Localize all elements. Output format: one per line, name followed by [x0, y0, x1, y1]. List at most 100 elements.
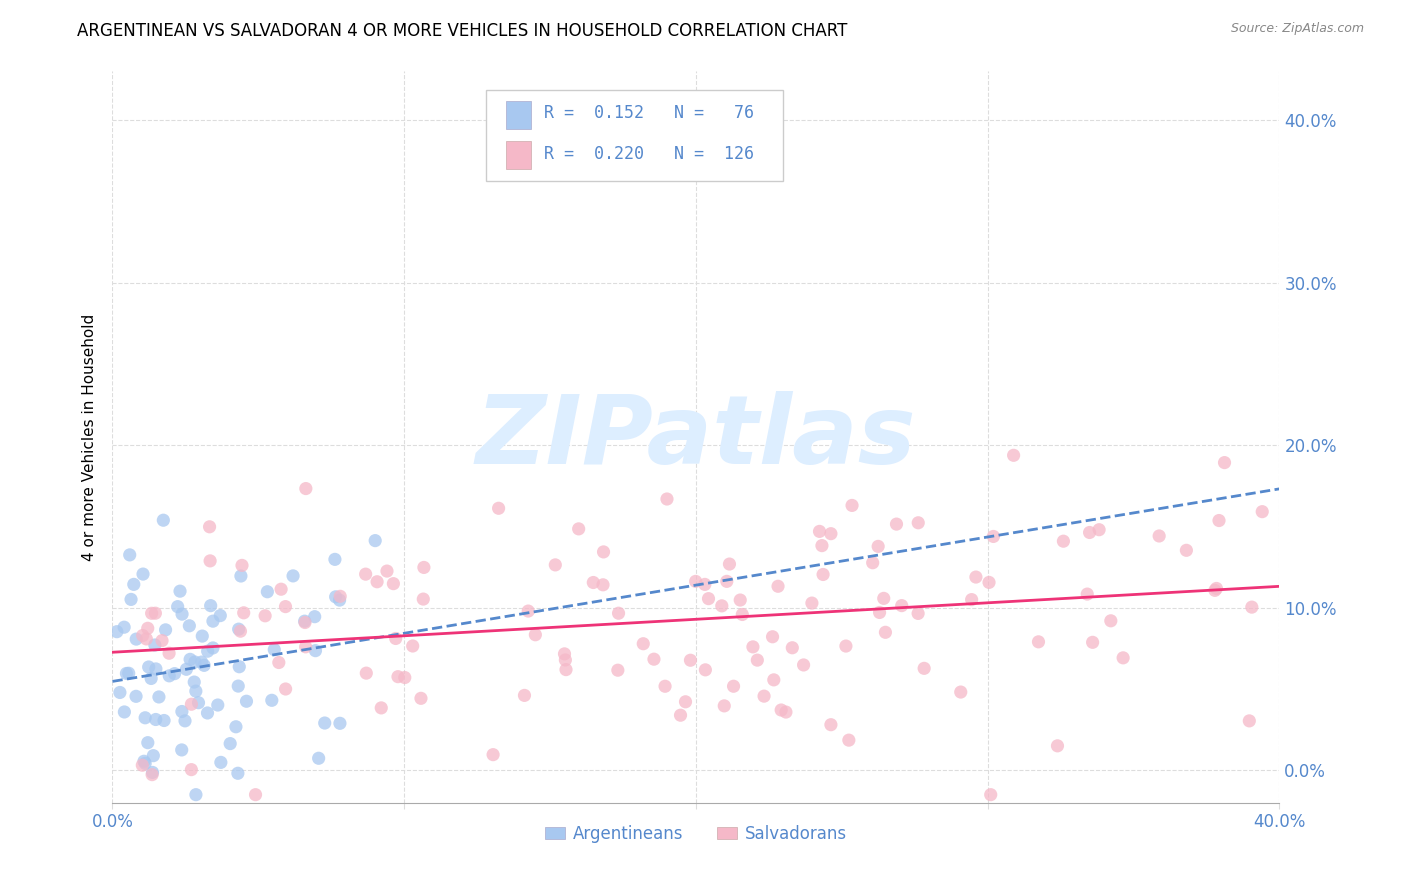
Point — [152, 513, 174, 527]
Point — [225, 720, 247, 734]
Point — [375, 564, 398, 578]
Point — [232, 606, 254, 620]
Point — [329, 716, 352, 731]
Point — [907, 516, 929, 530]
Point — [304, 609, 326, 624]
Point — [229, 624, 252, 639]
Point — [607, 606, 630, 620]
Point — [141, 607, 163, 621]
Point — [482, 747, 505, 762]
Point — [679, 653, 702, 667]
Point — [524, 628, 547, 642]
Point — [1081, 635, 1104, 649]
Point — [142, 748, 165, 763]
Point — [370, 701, 392, 715]
Point — [176, 662, 198, 676]
Point — [710, 599, 733, 613]
Point — [170, 607, 193, 621]
Point — [136, 736, 159, 750]
Point — [544, 558, 567, 572]
Point — [183, 675, 205, 690]
Point — [143, 638, 166, 652]
Point — [122, 577, 145, 591]
Point — [592, 578, 614, 592]
Point — [120, 592, 142, 607]
Point — [274, 599, 297, 614]
Point — [402, 639, 425, 653]
Point — [145, 713, 167, 727]
Point — [716, 574, 738, 589]
Point — [1213, 456, 1236, 470]
Point — [190, 655, 212, 669]
Bar — [506, 101, 531, 128]
Point — [132, 567, 155, 582]
Point — [1076, 587, 1098, 601]
Point — [387, 670, 409, 684]
Point — [141, 672, 163, 686]
Point — [1028, 635, 1050, 649]
Point — [136, 621, 159, 635]
Point — [274, 681, 297, 696]
Point — [1205, 582, 1227, 596]
Point — [209, 608, 232, 623]
Point — [912, 661, 935, 675]
Point — [1240, 600, 1263, 615]
Point — [354, 567, 377, 582]
Point — [752, 689, 775, 703]
Point — [325, 590, 347, 604]
Point — [235, 694, 257, 708]
Point — [270, 582, 292, 597]
Point — [793, 657, 815, 672]
Point — [174, 714, 197, 728]
Point — [184, 655, 207, 669]
Text: Source: ZipAtlas.com: Source: ZipAtlas.com — [1230, 22, 1364, 36]
Point — [873, 591, 896, 606]
Point — [364, 533, 387, 548]
Point — [983, 529, 1005, 543]
Point — [517, 604, 540, 618]
Point — [323, 552, 346, 566]
Point — [245, 788, 267, 802]
Point — [606, 663, 628, 677]
Point — [153, 714, 176, 728]
Point — [980, 788, 1002, 802]
Point — [693, 577, 716, 591]
Y-axis label: 4 or more Vehicles in Household: 4 or more Vehicles in Household — [82, 313, 97, 561]
Point — [1052, 534, 1074, 549]
Point — [1112, 650, 1135, 665]
Legend: Argentineans, Salvadorans: Argentineans, Salvadorans — [538, 818, 853, 849]
Point — [201, 640, 224, 655]
Point — [260, 693, 283, 707]
Point — [294, 614, 316, 628]
Point — [1088, 523, 1111, 537]
Point — [141, 765, 163, 780]
Point — [118, 548, 141, 562]
Point — [811, 567, 834, 582]
Point — [412, 592, 434, 607]
Point — [384, 632, 406, 646]
Point — [184, 788, 207, 802]
Point — [145, 662, 167, 676]
Point — [1099, 614, 1122, 628]
Point — [132, 754, 155, 768]
Point — [890, 599, 912, 613]
Point — [1147, 529, 1170, 543]
Point — [820, 717, 842, 731]
Point — [394, 671, 416, 685]
Point — [582, 575, 605, 590]
Point — [811, 539, 834, 553]
Point — [197, 706, 219, 720]
Point — [294, 640, 316, 654]
Point — [118, 666, 141, 681]
Point — [782, 640, 804, 655]
Point — [553, 647, 575, 661]
Point — [329, 593, 352, 607]
Point — [862, 556, 884, 570]
Point — [592, 545, 614, 559]
Point — [256, 584, 278, 599]
Point — [263, 642, 285, 657]
Bar — [506, 141, 531, 169]
Point — [977, 575, 1000, 590]
Point — [412, 560, 434, 574]
Point — [145, 606, 167, 620]
